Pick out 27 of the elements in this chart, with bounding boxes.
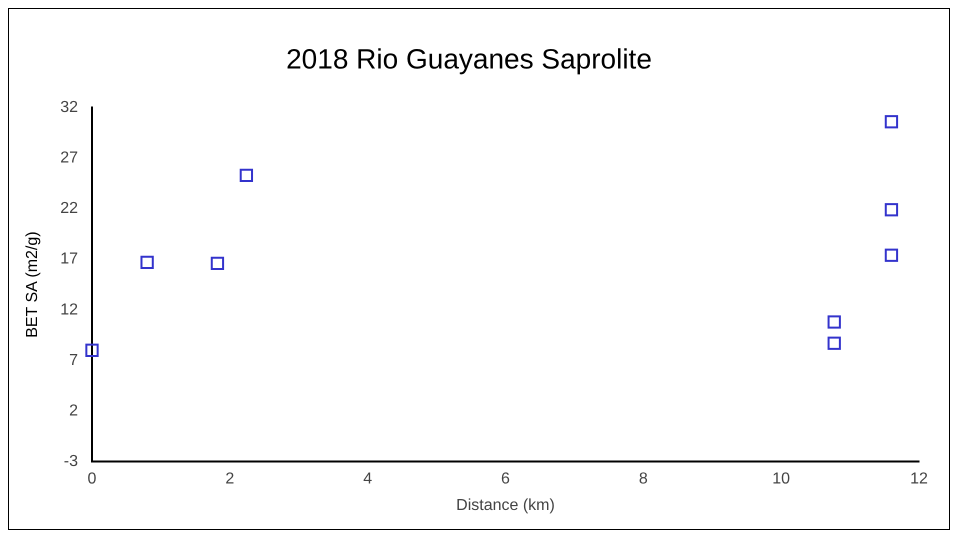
x-tick-label: 12: [910, 470, 928, 488]
chart-title: 2018 Rio Guayanes Saprolite: [286, 44, 652, 75]
y-tick-label: 2: [69, 402, 78, 420]
y-tick-label: 32: [60, 99, 78, 116]
point: [240, 168, 254, 182]
x-tick-label: 0: [88, 470, 97, 488]
x-tick-label: 10: [772, 470, 790, 488]
y-tick-label: 17: [60, 250, 78, 268]
point: [210, 256, 224, 270]
y-tick-label: 12: [60, 301, 78, 318]
y-tick-label: 7: [69, 352, 78, 369]
x-tick-label: 6: [501, 470, 510, 488]
y-axis-title: BET SA (m2/g): [24, 231, 42, 338]
point: [828, 315, 841, 329]
point: [828, 336, 841, 350]
y-tick-label: -3: [64, 453, 78, 470]
y-tick-label: 27: [60, 150, 78, 167]
x-tick-label: 2: [225, 470, 234, 488]
point: [884, 115, 898, 128]
x-tick-label: 8: [638, 470, 648, 488]
y-tick-label: 22: [60, 200, 78, 218]
x-axis-title: Distance (km): [456, 496, 555, 514]
point: [140, 256, 154, 270]
point: [884, 248, 898, 262]
x-tick-label: 4: [363, 470, 372, 488]
point: [884, 203, 898, 216]
point: [85, 344, 99, 357]
